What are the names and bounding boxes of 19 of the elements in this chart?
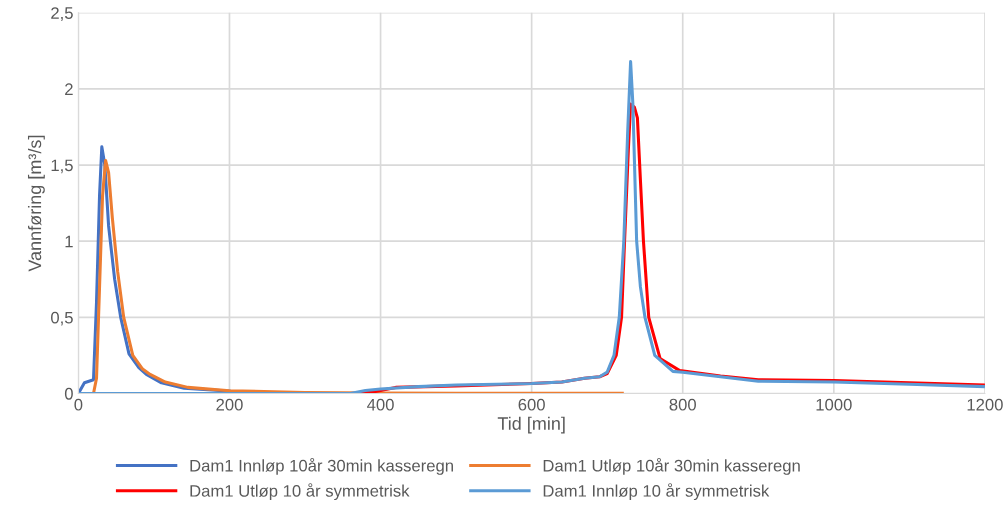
x-tick-label: 800 xyxy=(669,398,696,411)
y-tick-label: 1 xyxy=(65,235,73,248)
x-tick-label: 1000 xyxy=(816,398,852,411)
legend-label: Dam1 Utløp 10 år symmetrisk xyxy=(190,483,410,501)
legend-label: Dam1 Innløp 10 år symmetrisk xyxy=(543,483,770,501)
x-axis-title: Tid [min] xyxy=(497,416,565,434)
y-tick-label: 0,5 xyxy=(51,311,73,326)
y-tick-label: 0 xyxy=(64,387,73,400)
x-tick-label: 400 xyxy=(367,398,394,411)
y-tick-label: 2 xyxy=(65,83,73,95)
x-tick-label: 200 xyxy=(216,398,243,411)
x-tick-label: 0 xyxy=(74,398,83,411)
y-tick-label: 1,5 xyxy=(51,159,73,174)
x-tick-label: 1200 xyxy=(967,398,1003,411)
y-tick-label: 2,5 xyxy=(51,7,73,21)
legend-label: Dam1 Utløp 10år 30min kasseregn xyxy=(543,457,800,475)
y-axis-title: Vannføring [m³/s] xyxy=(27,135,45,272)
legend-label: Dam1 Innløp 10år 30min kasseregn xyxy=(190,457,453,475)
x-tick-label: 600 xyxy=(518,398,545,411)
